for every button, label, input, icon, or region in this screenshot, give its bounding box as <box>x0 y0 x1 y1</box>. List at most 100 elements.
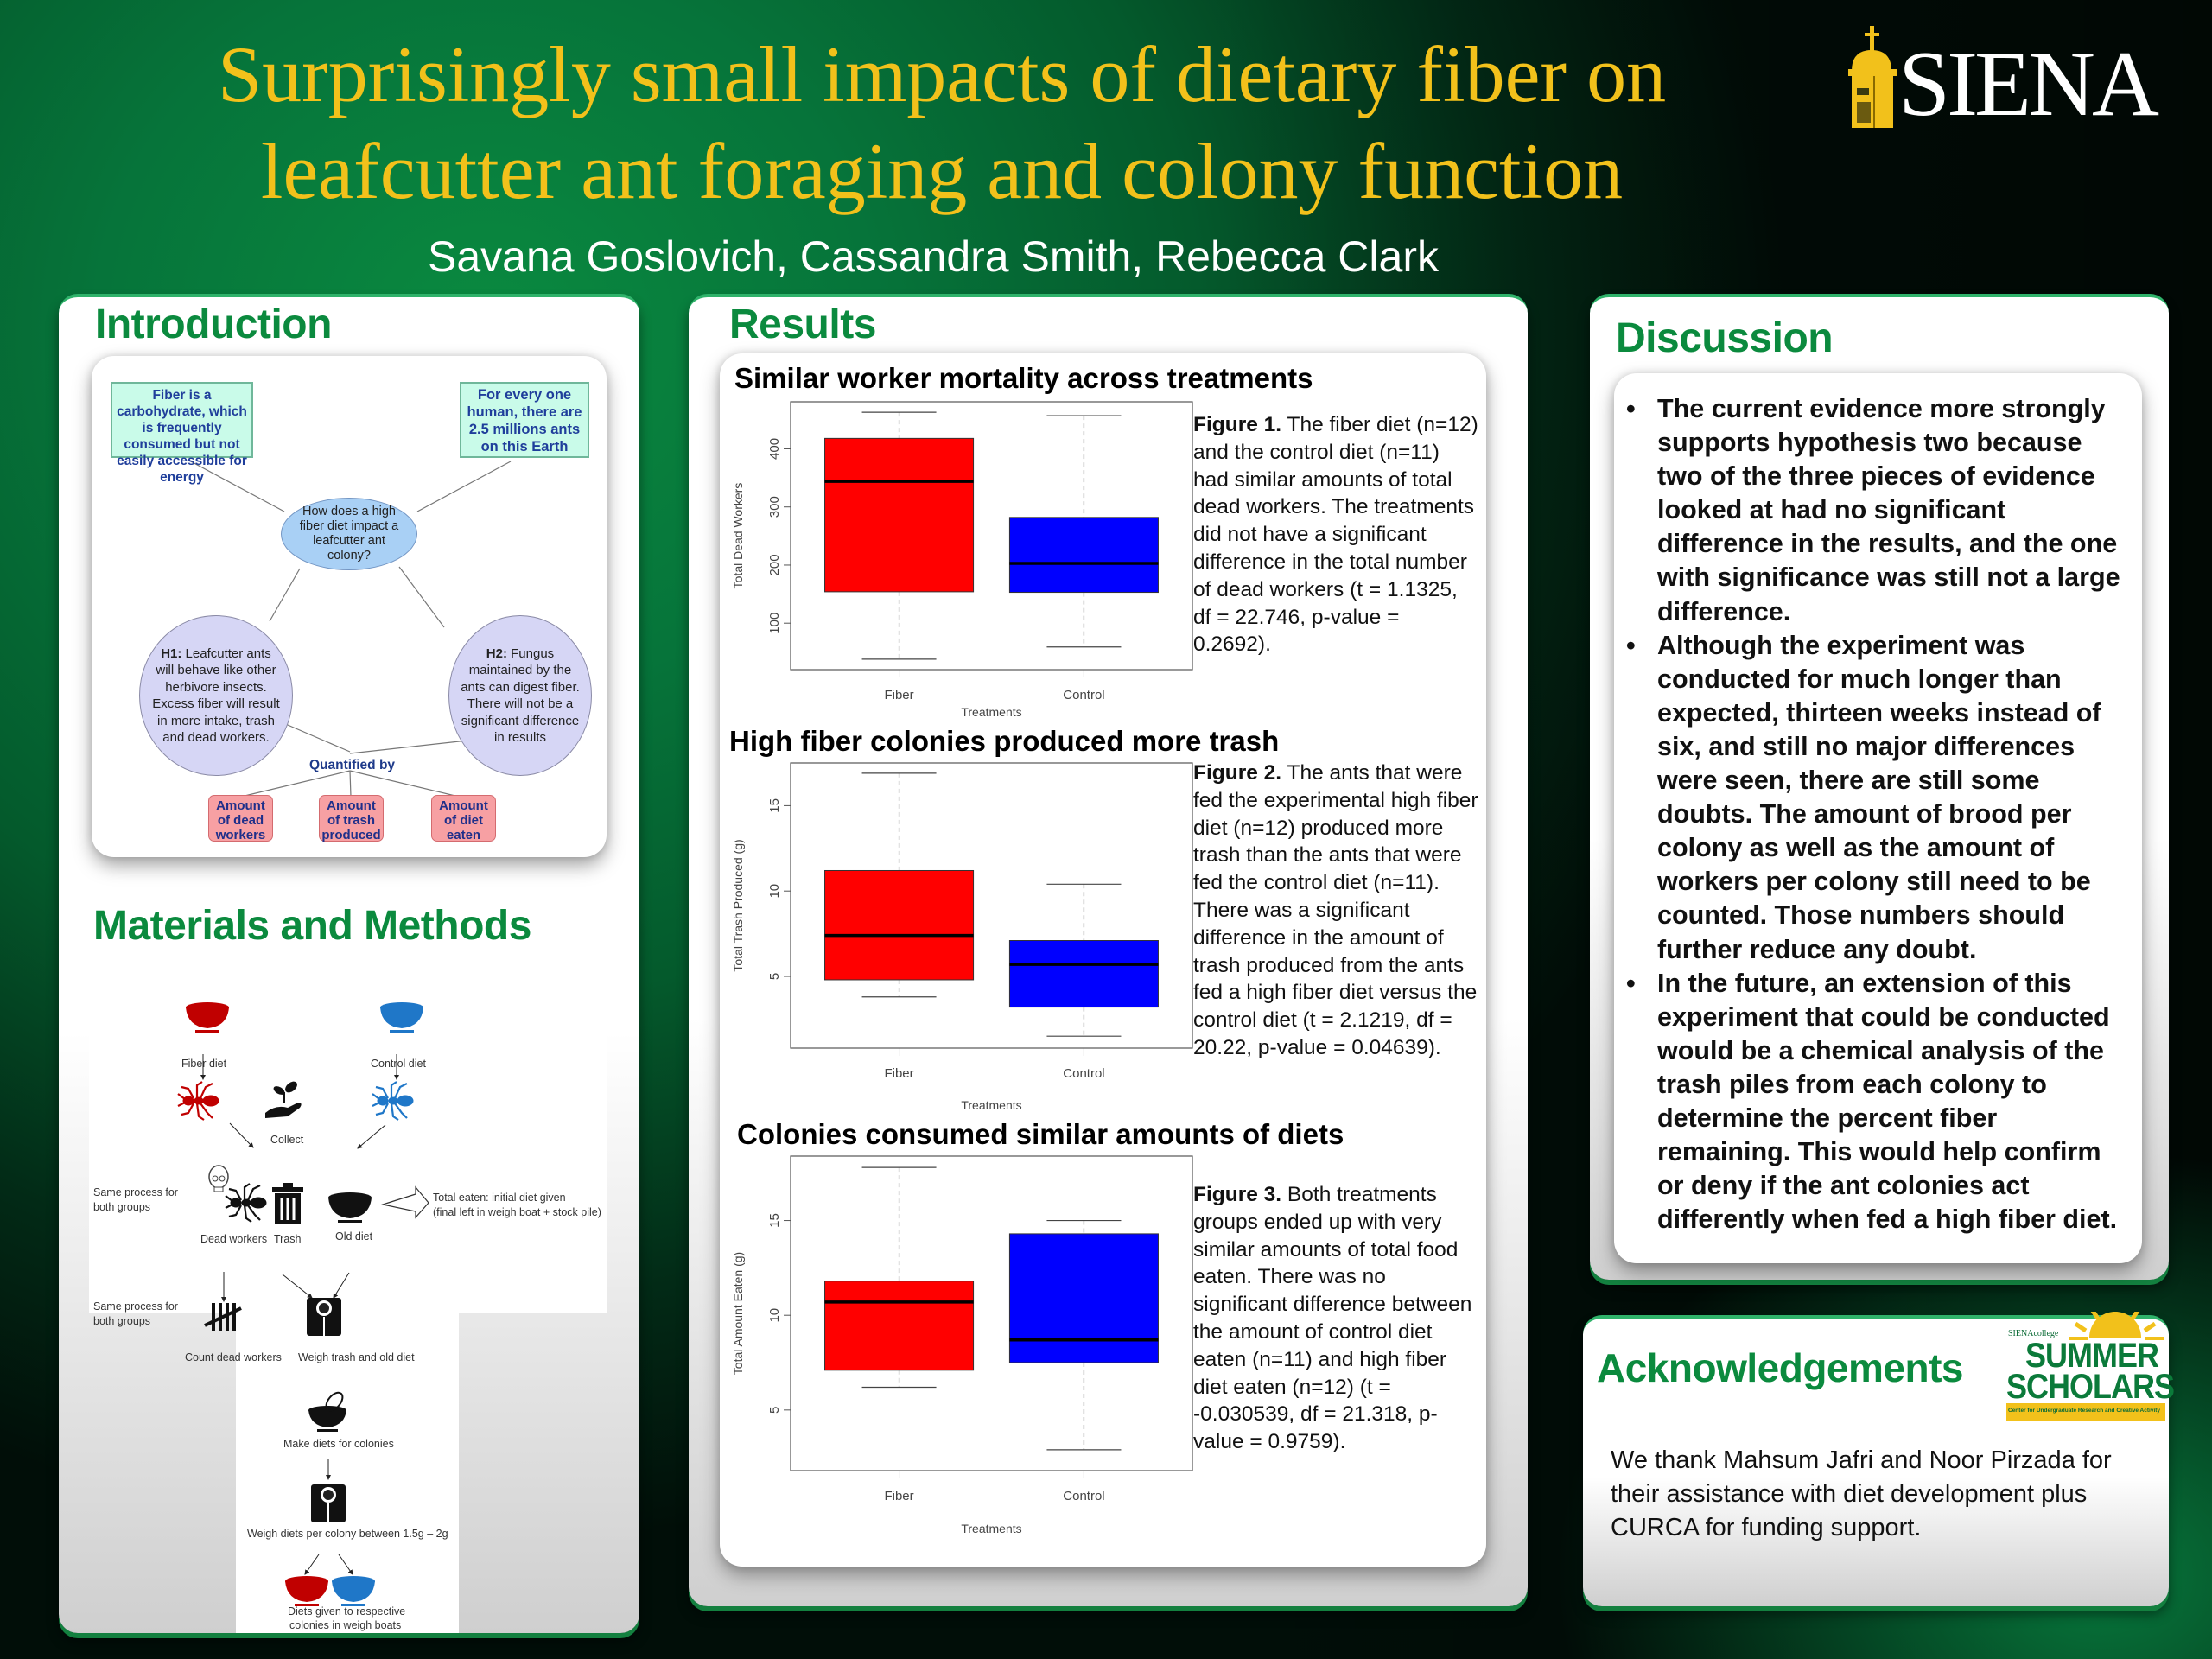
trash-can-icon <box>272 1183 303 1224</box>
authors: Savana Goslovich, Cassandra Smith, Rebec… <box>428 232 1439 281</box>
box-control <box>1008 415 1159 648</box>
whisk-bowl-icon <box>308 1391 346 1432</box>
box-fiber <box>824 1166 975 1389</box>
results-card: Similar worker mortality across treatmen… <box>720 353 1486 1567</box>
chart-1-boxplot: 100 200 300 400 Total Dead Workers Fiber Contr… <box>731 401 1193 719</box>
chart-2-title: High fiber colonies produced more trash <box>729 725 1280 757</box>
control-bowl-icon-2 <box>332 1576 375 1606</box>
h1-label: H1: <box>161 645 182 661</box>
research-question-bubble: How does a high fiber diet impact a leaf… <box>281 498 417 570</box>
bell-tower-icon <box>1848 26 1897 128</box>
h2-text: Fungus maintained by the ants can digest… <box>461 645 580 746</box>
y-tick-label: 300 <box>767 496 782 518</box>
sun-icon <box>2006 1312 2165 1421</box>
chart-3-boxplot: 5 10 15 Total Amount Eaten (g) Fiber Control T… <box>731 1155 1193 1535</box>
x-tick-label: Fiber <box>884 1489 913 1503</box>
figure-3-caption: Figure 3. Both treatments groups ended u… <box>1193 1181 1483 1456</box>
hypothesis-2-bubble: H2: Fungus maintained by the ants can di… <box>448 615 592 776</box>
research-question-text: How does a high fiber diet impact a leaf… <box>299 505 399 563</box>
y-tick-label: 10 <box>767 1308 782 1323</box>
fiber-ant-icon <box>176 1080 220 1122</box>
total-eaten-line-1: Total eaten: initial diet given – <box>433 1192 575 1204</box>
measure-diet-eaten: Amount of diet eaten <box>431 795 496 842</box>
trash-label: Trash <box>274 1233 302 1245</box>
figure-2-label: Figure 2. <box>1193 761 1282 785</box>
same-process-label-2: Same process for both groups <box>93 1300 178 1327</box>
iqr-box <box>824 1281 975 1371</box>
y-tick-label: 100 <box>767 613 782 634</box>
fiber-bowl-icon <box>186 1002 229 1033</box>
x-axis-label: Treatments <box>961 1098 1021 1112</box>
scholars-text: SCHOLARS <box>2006 1366 2175 1406</box>
discussion-heading: Discussion <box>1616 315 1834 361</box>
y-tick-label: 15 <box>767 1213 782 1228</box>
x-tick-label: Fiber <box>884 1066 913 1081</box>
fiber-diet-label: Fiber diet <box>181 1058 227 1070</box>
quantified-by-label: Quantified by <box>309 758 396 772</box>
make-diets-label: Make diets for colonies <box>283 1438 394 1450</box>
measure-trash-produced: Amount of trash produced <box>319 795 384 842</box>
x-tick-label: Fiber <box>884 688 913 702</box>
hypothesis-1-bubble: H1: Leafcutter ants will behave like oth… <box>139 615 293 776</box>
tally-icon <box>204 1303 242 1331</box>
bullet: • <box>1626 630 1636 660</box>
chart-2-boxplot: 5 10 15 Total Trash Produced (g) Fiber Contro… <box>731 762 1193 1112</box>
control-ant-icon <box>371 1080 415 1122</box>
discussion-point: • Although the experiment was conducted f… <box>1623 629 2133 967</box>
figure-2-caption: Figure 2. The ants that were fed the exp… <box>1193 760 1483 1062</box>
acknowledgements-panel: Acknowledgements SIENAcollege SUMMER SCH… <box>1583 1312 2175 1606</box>
acknowledgements-text: We thank Mahsum Jafri and Noor Pirzada f… <box>1611 1446 2112 1541</box>
skull-icon <box>208 1165 229 1192</box>
diets-given-line-2: colonies in weigh boats <box>289 1619 402 1631</box>
old-diet-bowl-icon <box>328 1192 372 1223</box>
y-axis-label: Total Trash Produced (g) <box>731 839 745 971</box>
outline-arrow-icon <box>380 1185 429 1219</box>
poster-title: Surprisingly small impacts of dietary fi… <box>104 26 1780 219</box>
discussion-point-text: In the future, an extension of this expe… <box>1657 968 2118 1235</box>
measure-dead-workers: Amount of dead workers <box>208 795 273 842</box>
discussion-point-text: The current evidence more strongly suppo… <box>1657 394 2120 626</box>
siena-wordmark: SIENA <box>1898 33 2159 136</box>
bullet: • <box>1626 968 1636 998</box>
acknowledgements-heading: Acknowledgements <box>1597 1345 1964 1390</box>
y-tick-label: 5 <box>767 973 782 980</box>
figure-1-text: The fiber diet (n=12) and the control di… <box>1193 413 1478 657</box>
bullet: • <box>1626 394 1636 423</box>
control-bowl-icon <box>380 1002 423 1033</box>
siena-college-small: SIENAcollege <box>2008 1329 2059 1338</box>
chart-1-title: Similar worker mortality across treatmen… <box>734 362 1313 394</box>
hand-plant-icon <box>265 1081 302 1118</box>
count-dead-workers-label: Count dead workers <box>185 1351 282 1363</box>
dead-workers-label: Dead workers <box>200 1233 268 1245</box>
box-fiber <box>824 772 975 998</box>
h1-text: Leafcutter ants will behave like other h… <box>152 645 280 746</box>
collect-label: Collect <box>270 1134 304 1146</box>
box-control <box>1008 1219 1159 1451</box>
old-diet-label: Old diet <box>335 1230 373 1243</box>
dead-worker-ant-icon <box>224 1182 268 1224</box>
h2-label: H2: <box>486 645 507 661</box>
intro-diagram-card: Fiber is a carbohydrate, which is freque… <box>92 356 607 857</box>
y-tick-label: 400 <box>767 438 782 460</box>
plot-frame <box>790 762 1193 1049</box>
discussion-panel: Discussion • The current evidence more st… <box>1590 294 2169 1280</box>
flowchart-graphics <box>176 1002 429 1606</box>
iqr-box <box>1008 940 1159 1008</box>
y-tick-label: 15 <box>767 798 782 813</box>
discussion-point: • In the future, an extension of this exp… <box>1623 967 2133 1237</box>
y-tick-label: 5 <box>767 1407 782 1414</box>
weigh-diets-label: Weigh diets per colony between 1.5g – 2g <box>247 1528 448 1540</box>
fact-box-ants: For every one human, there are 2.5 milli… <box>460 382 589 458</box>
x-tick-label: Control <box>1063 1066 1104 1081</box>
iqr-box <box>1008 517 1159 594</box>
diets-given-line-1: Diets given to respective <box>288 1605 406 1618</box>
figure-3-text: Both treatments groups ended up with ver… <box>1193 1183 1472 1454</box>
introduction-heading: Introduction <box>95 302 332 347</box>
figure-3-label: Figure 3. <box>1193 1183 1282 1206</box>
weigh-trash-label: Weigh trash and old diet <box>298 1351 415 1363</box>
scale-icon-2 <box>310 1484 346 1523</box>
summer-scholars-logo: SIENAcollege SUMMER SCHOLARS Center for … <box>1996 1312 2175 1424</box>
iqr-box <box>824 437 975 593</box>
x-axis-label: Treatments <box>961 1522 1021 1535</box>
figure-1-caption: Figure 1. The fiber diet (n=12) and the … <box>1193 411 1478 658</box>
